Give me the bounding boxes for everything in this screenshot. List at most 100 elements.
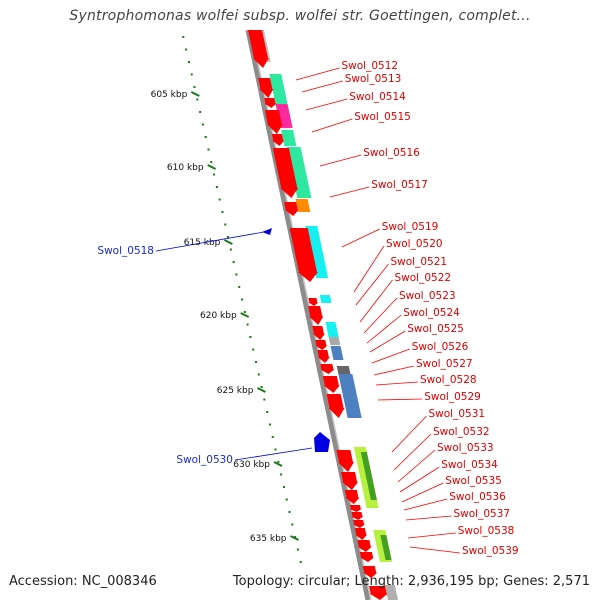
- ruler-dot: [204, 136, 207, 138]
- gene-label: Swol_0524: [403, 307, 460, 319]
- ruler-dot: [243, 311, 246, 313]
- ruler-tick: [190, 91, 200, 97]
- ruler-tick: [273, 461, 283, 467]
- track-block-green: [281, 130, 297, 146]
- gene-label: Swol_0520: [386, 238, 443, 250]
- gene-callout-line: [329, 186, 370, 198]
- ruler-dot: [190, 73, 193, 76]
- scale-label: 635 kbp: [250, 534, 287, 544]
- track-block-cyan: [319, 295, 332, 303]
- gene-arrow-red: [359, 552, 375, 562]
- gene-arrow-red: [272, 148, 299, 198]
- ruler-dot: [260, 386, 263, 388]
- gene-callout-line: [377, 398, 423, 401]
- gene-callout-line: [341, 228, 380, 248]
- gene-arrow-red: [341, 472, 359, 490]
- track-block-cyan: [305, 226, 329, 278]
- gene-label: Swol_0531: [429, 408, 486, 420]
- gene-label: Swol_0525: [407, 323, 464, 335]
- gene-label: Swol_0517: [371, 179, 428, 191]
- gene-label: Swol_0516: [363, 147, 420, 159]
- gene-arrow-red: [322, 376, 340, 393]
- accession-label: Accession: NC_008346: [9, 574, 157, 589]
- gene-label: Swol_0514: [349, 91, 406, 103]
- gene-label: Swol_0512: [342, 60, 399, 72]
- gene-arrow-red: [326, 394, 345, 418]
- gene-callout-line: [401, 482, 444, 503]
- gene-label: Swol_0513: [345, 73, 402, 85]
- gene-callout-line: [234, 447, 313, 461]
- gene-label: Swol_0521: [391, 256, 448, 268]
- ruler-dot: [271, 436, 274, 438]
- gene-callout-line: [375, 381, 419, 386]
- backbone-line: [245, 29, 371, 600]
- ruler-tick: [240, 312, 250, 318]
- ruler-dot: [215, 186, 218, 188]
- ruler-dot: [238, 286, 241, 288]
- gene-arrow-red: [320, 364, 335, 374]
- ruler-dot: [185, 48, 188, 51]
- ruler-dot: [193, 86, 196, 88]
- ruler-dot: [266, 411, 269, 413]
- ruler-dot: [277, 461, 280, 463]
- gene-label: Swol_0539: [462, 545, 519, 557]
- gene-callout-line: [391, 415, 427, 453]
- track-block-darkgreen: [360, 452, 377, 500]
- gene-callout-line: [373, 365, 415, 376]
- gene-label: Swol_0522: [395, 272, 452, 284]
- ruler-dot: [268, 423, 271, 426]
- gene-arrow-red: [248, 30, 269, 68]
- gene-callout-line: [311, 118, 353, 133]
- gene-callout-line: [369, 330, 406, 353]
- gene-arrow-red: [369, 586, 388, 600]
- ruler-dot: [210, 161, 213, 163]
- gene-callout-line: [355, 263, 389, 306]
- ruler-dot: [299, 561, 302, 563]
- gene-arrow-red: [336, 450, 354, 472]
- gene-label: Swol_0537: [454, 508, 511, 520]
- gene-callout-line: [155, 231, 265, 252]
- track-block-steelblue: [338, 374, 362, 418]
- gene-label: Swol_0528: [420, 374, 477, 386]
- track-block-grey: [328, 337, 341, 345]
- gene-label: Swol_0523: [399, 290, 456, 302]
- ruler-dot: [187, 61, 190, 63]
- ruler-tick: [257, 387, 266, 393]
- ruler-tick: [207, 164, 217, 170]
- gene-arrow-red: [353, 520, 366, 528]
- track-block-grey: [384, 585, 398, 600]
- ruler-tick: [223, 239, 233, 245]
- gene-arrow-red: [289, 228, 318, 282]
- gene-label: Swol_0519: [382, 221, 439, 233]
- gene-callout-line: [397, 449, 436, 483]
- ruler-dot: [218, 198, 221, 201]
- gene-label: Swol_0518: [97, 245, 154, 257]
- gene-arrow-red: [284, 202, 299, 216]
- ruler-tick: [290, 535, 299, 541]
- gene-arrow-red: [264, 110, 283, 134]
- gene-callout-line: [353, 245, 385, 293]
- gene-arrows: [248, 30, 388, 600]
- ruler-dot: [254, 361, 257, 363]
- gene-callout-line: [371, 348, 410, 364]
- ruler-dot: [235, 273, 238, 276]
- gene-arrow-red: [312, 326, 325, 340]
- gene-arrow-red: [344, 490, 360, 504]
- ruler-dot: [213, 173, 216, 176]
- track-block-green: [286, 147, 312, 198]
- ruler-dot: [249, 336, 252, 338]
- gene-arrow-red: [308, 298, 319, 306]
- ruler-dot: [201, 123, 204, 126]
- gene-label: Swol_0527: [416, 358, 473, 370]
- ruler-dot: [282, 486, 285, 488]
- scale-label: 605 kbp: [151, 90, 188, 100]
- gene-label: Swol_0526: [412, 341, 469, 353]
- gene-label: Swol_0538: [458, 525, 515, 537]
- gene-callout-line: [409, 546, 461, 554]
- gene-label: Swol_0533: [437, 442, 494, 454]
- ruler-dot: [274, 448, 277, 451]
- gene-arrow-red: [351, 512, 364, 520]
- gene-arrow-blue: [262, 228, 272, 235]
- gene-label: Swol_0529: [424, 391, 481, 403]
- gene-arrow-red: [308, 306, 324, 325]
